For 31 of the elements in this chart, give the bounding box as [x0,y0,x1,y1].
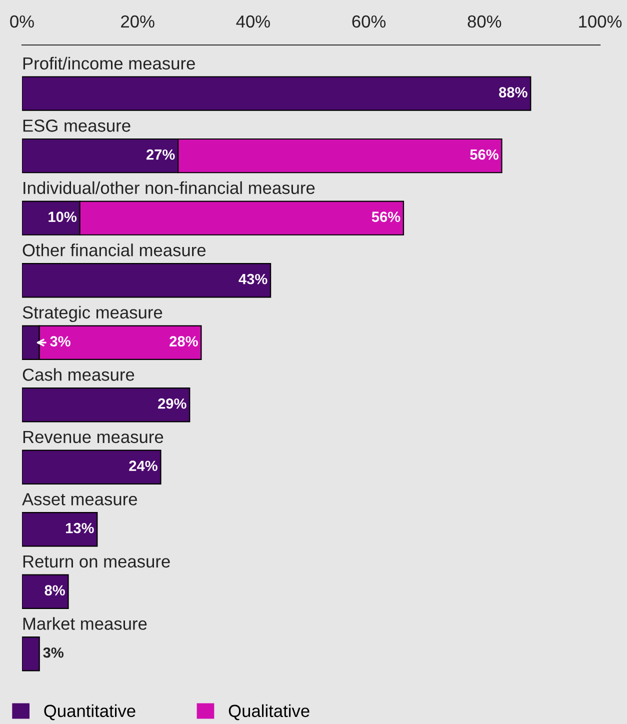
y-tick-label: ESG measure [23,120,130,132]
data-label: 43% [238,274,268,284]
y-tick-label: Strategic measure [22,306,162,322]
x-tick-label: 80% [468,15,502,28]
data-label: 27% [146,149,175,160]
y-tick-label: Return on measure [23,556,170,568]
data-label: 56% [470,149,498,160]
data-label: 24% [129,460,158,471]
legend-label: Quantitative [44,704,136,720]
y-tick-label: Cash measure [22,368,134,381]
y-tick-label: Other financial measure [22,244,206,256]
data-label: 8% [44,585,65,596]
x-tick-label: 60% [352,15,386,28]
data-label: 88% [499,87,528,98]
data-label: 28% [170,336,198,346]
data-label: 56% [372,212,400,222]
data-label: 3% [43,647,64,658]
data-label: 29% [158,398,186,409]
data-label: 3% [50,336,70,347]
data-label: 13% [66,522,94,534]
y-tick-label: Profit/income measure [23,56,195,70]
x-tick-label: 20% [121,15,154,28]
x-tick-label: 100% [579,15,622,28]
legend-label: Qualitative [228,704,310,720]
y-tick-label: Asset measure [22,493,138,506]
x-tick-label: 40% [236,15,270,28]
x-tick-label: 0% [10,15,34,28]
y-tick-label: Market measure [23,617,147,630]
y-tick-label: Revenue measure [23,430,164,444]
data-label: 10% [48,212,77,222]
y-tick-label: Individual/other non-financial measure [24,181,315,194]
